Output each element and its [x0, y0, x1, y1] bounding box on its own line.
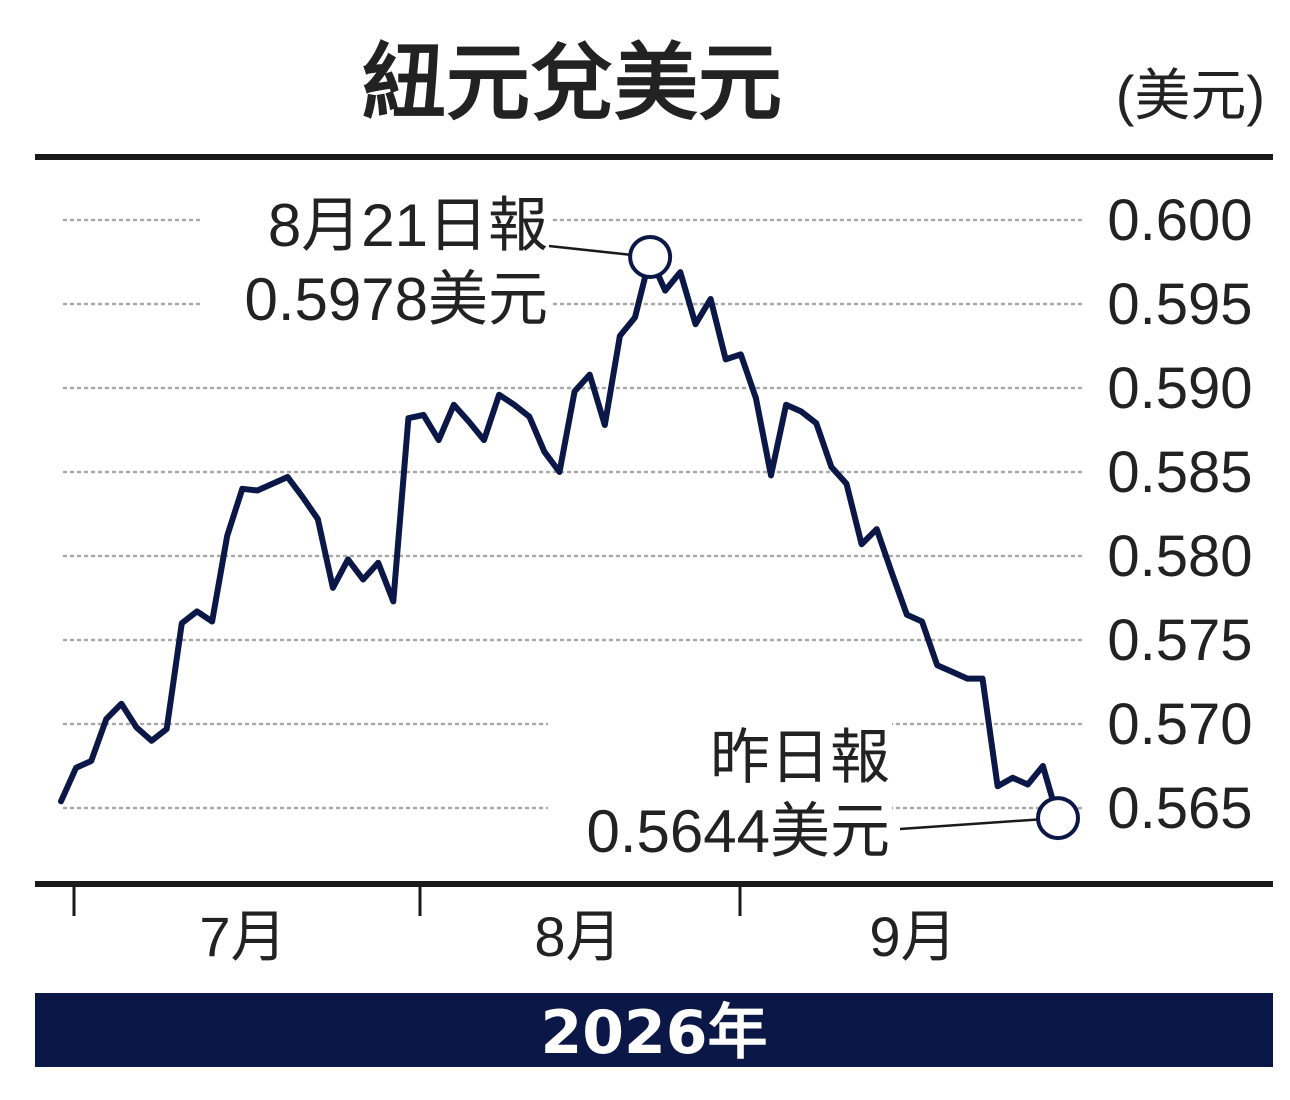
annotation-label: 昨日報: [710, 724, 890, 791]
annotation-label: 8月21日報: [268, 192, 548, 259]
y-tick-label: 0.570: [1107, 692, 1252, 757]
y-tick-label: 0.600: [1107, 188, 1252, 253]
x-month-label: 7月: [199, 905, 286, 968]
annotation-background: [200, 188, 552, 328]
year-banner: [35, 993, 1273, 1067]
unit-label: (美元): [1116, 64, 1265, 127]
x-month-label: 8月: [534, 905, 621, 968]
y-tick-label: 0.565: [1107, 776, 1252, 841]
y-tick-label: 0.590: [1107, 356, 1252, 421]
annotation-value: 0.5644美元: [586, 798, 890, 865]
y-axis-tick-labels: 0.600 0.595 0.590 0.585 0.580 0.575 0.570 0.565: [1107, 188, 1252, 841]
annotation-marker: [1036, 796, 1080, 841]
year-label: 2026年: [541, 998, 768, 1068]
y-tick-label: 0.575: [1107, 608, 1252, 673]
y-tick-label: 0.585: [1107, 440, 1252, 505]
annotation-value: 0.5978美元: [244, 266, 548, 333]
y-tick-label: 0.595: [1107, 272, 1252, 337]
series-line: [58, 254, 1061, 822]
chart-title: 紐元兌美元: [362, 34, 782, 132]
annotation-background: [548, 718, 892, 858]
y-tick-label: 0.580: [1107, 524, 1252, 589]
annotation-leader-line: [899, 816, 1059, 831]
annotation-marker: [628, 234, 673, 279]
x-month-label: 9月: [869, 905, 956, 968]
